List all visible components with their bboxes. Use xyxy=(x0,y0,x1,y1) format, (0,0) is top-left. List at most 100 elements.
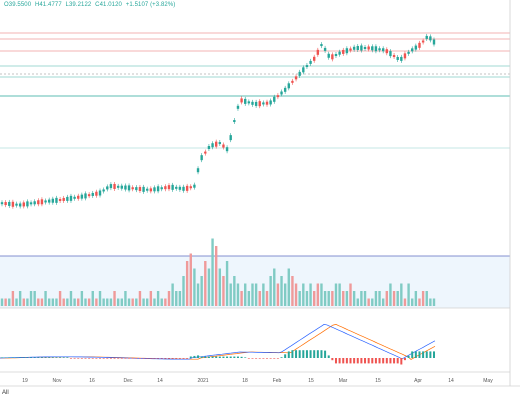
macd-histogram-bar xyxy=(338,358,341,364)
macd-histogram-bar xyxy=(19,357,22,358)
macd-histogram-bar xyxy=(262,358,265,359)
volume-bar xyxy=(73,298,76,306)
volume-bar xyxy=(91,291,94,306)
candle-body xyxy=(294,76,298,80)
volume-bar xyxy=(291,276,294,306)
time-axis-label: 18 xyxy=(242,378,248,384)
volume-bar xyxy=(69,291,73,306)
close-value: C41.0120 xyxy=(95,2,122,8)
candle-body xyxy=(160,187,163,190)
candle-body xyxy=(153,187,156,192)
open-value: O39.5500 xyxy=(4,2,32,8)
candle-body xyxy=(349,48,352,51)
candle-body xyxy=(313,56,316,61)
candle-body xyxy=(124,185,127,190)
macd-histogram-bar xyxy=(175,358,178,359)
volume-bar xyxy=(87,298,91,306)
volume-bar xyxy=(171,283,174,306)
candle-body xyxy=(55,197,58,203)
ohlc-legend: O39.5500 H41.4777 L39.2122 C41.0120 +1.5… xyxy=(4,2,177,8)
macd-histogram-bar xyxy=(164,358,167,359)
volume-bar xyxy=(400,283,403,306)
volume-bar xyxy=(196,283,200,306)
macd-histogram-bar xyxy=(124,358,127,359)
candle-body xyxy=(381,48,385,52)
time-axis: 19 Nov 16 Dec 14 2021 18 Feb 15 Mar 15 Apr 14 May xyxy=(22,378,493,384)
candle-body xyxy=(87,194,91,197)
range-all-button[interactable]: All xyxy=(2,390,9,396)
macd-histogram-bar xyxy=(113,358,116,359)
macd-histogram-bar xyxy=(353,358,356,364)
volume-bar xyxy=(135,298,138,306)
time-axis-label: 14 xyxy=(448,378,454,384)
volume-bar xyxy=(58,291,62,306)
macd-histogram-bar xyxy=(226,356,229,358)
macd-histogram-bar xyxy=(149,358,152,359)
candle-body xyxy=(400,56,403,61)
volume-bar xyxy=(164,298,167,306)
candle-body xyxy=(403,53,407,59)
time-axis-label: Dec xyxy=(124,378,133,384)
macd-histogram-bar xyxy=(273,358,276,359)
candle-body xyxy=(273,96,276,102)
macd-histogram-bar xyxy=(407,355,410,358)
volume-bar xyxy=(189,253,192,306)
candle-body xyxy=(80,194,84,199)
candle-body xyxy=(363,47,367,49)
candle-body xyxy=(356,46,359,50)
volume-bar xyxy=(138,291,142,306)
macd-histogram-bar xyxy=(22,357,25,358)
macd-histogram-bar xyxy=(106,358,109,359)
macd-histogram-bar xyxy=(102,358,105,359)
candle-body xyxy=(280,91,283,95)
macd-histogram-bar xyxy=(11,357,14,358)
candle-body xyxy=(0,202,4,205)
volume-bar xyxy=(331,291,334,306)
volume-bar xyxy=(283,283,287,306)
candle-body xyxy=(178,186,182,190)
volume-bar xyxy=(175,291,178,306)
candle-body xyxy=(225,147,229,152)
volume-bar xyxy=(323,291,327,306)
volume-bar xyxy=(146,298,149,306)
macd-histogram-bar xyxy=(211,356,214,358)
macd-histogram-bar xyxy=(44,357,47,358)
volume-bar xyxy=(95,298,98,306)
macd-histogram-bar xyxy=(247,358,250,359)
candle-body xyxy=(182,186,185,191)
time-axis-label: 2021 xyxy=(197,378,208,384)
candle-body xyxy=(116,185,120,188)
macd-histogram-bar xyxy=(393,358,396,364)
macd-histogram-bar xyxy=(364,358,367,364)
macd-signal-line xyxy=(0,324,436,360)
time-axis-label: 14 xyxy=(157,378,163,384)
macd-histogram-bar xyxy=(109,358,112,359)
macd-histogram-bar xyxy=(171,358,174,359)
volume-bar xyxy=(240,291,243,306)
volume-bar xyxy=(429,298,432,306)
volume-bar xyxy=(360,291,363,306)
volume-bar xyxy=(0,298,4,306)
macd-histogram-bar xyxy=(284,354,287,358)
macd-histogram-bar xyxy=(345,358,348,364)
candle-body xyxy=(29,202,33,205)
candle-body xyxy=(200,155,203,161)
candle-body xyxy=(374,46,378,52)
candle-body xyxy=(262,102,265,105)
volume-bar xyxy=(124,291,127,306)
volume-bar xyxy=(287,268,290,306)
candle-body xyxy=(73,196,76,199)
macd-histogram-bar xyxy=(360,358,363,364)
volume-bar xyxy=(18,291,22,306)
volume-bar xyxy=(280,276,283,306)
candle-body xyxy=(47,199,51,203)
time-axis-label: 15 xyxy=(308,378,314,384)
volume-bar xyxy=(51,298,55,306)
candle-body xyxy=(109,184,113,189)
time-axis-label: 16 xyxy=(89,378,95,384)
volume-bar xyxy=(149,291,153,306)
macd-histogram-bar xyxy=(411,351,414,358)
volume-bar xyxy=(251,283,254,306)
volume-bars xyxy=(0,238,436,306)
